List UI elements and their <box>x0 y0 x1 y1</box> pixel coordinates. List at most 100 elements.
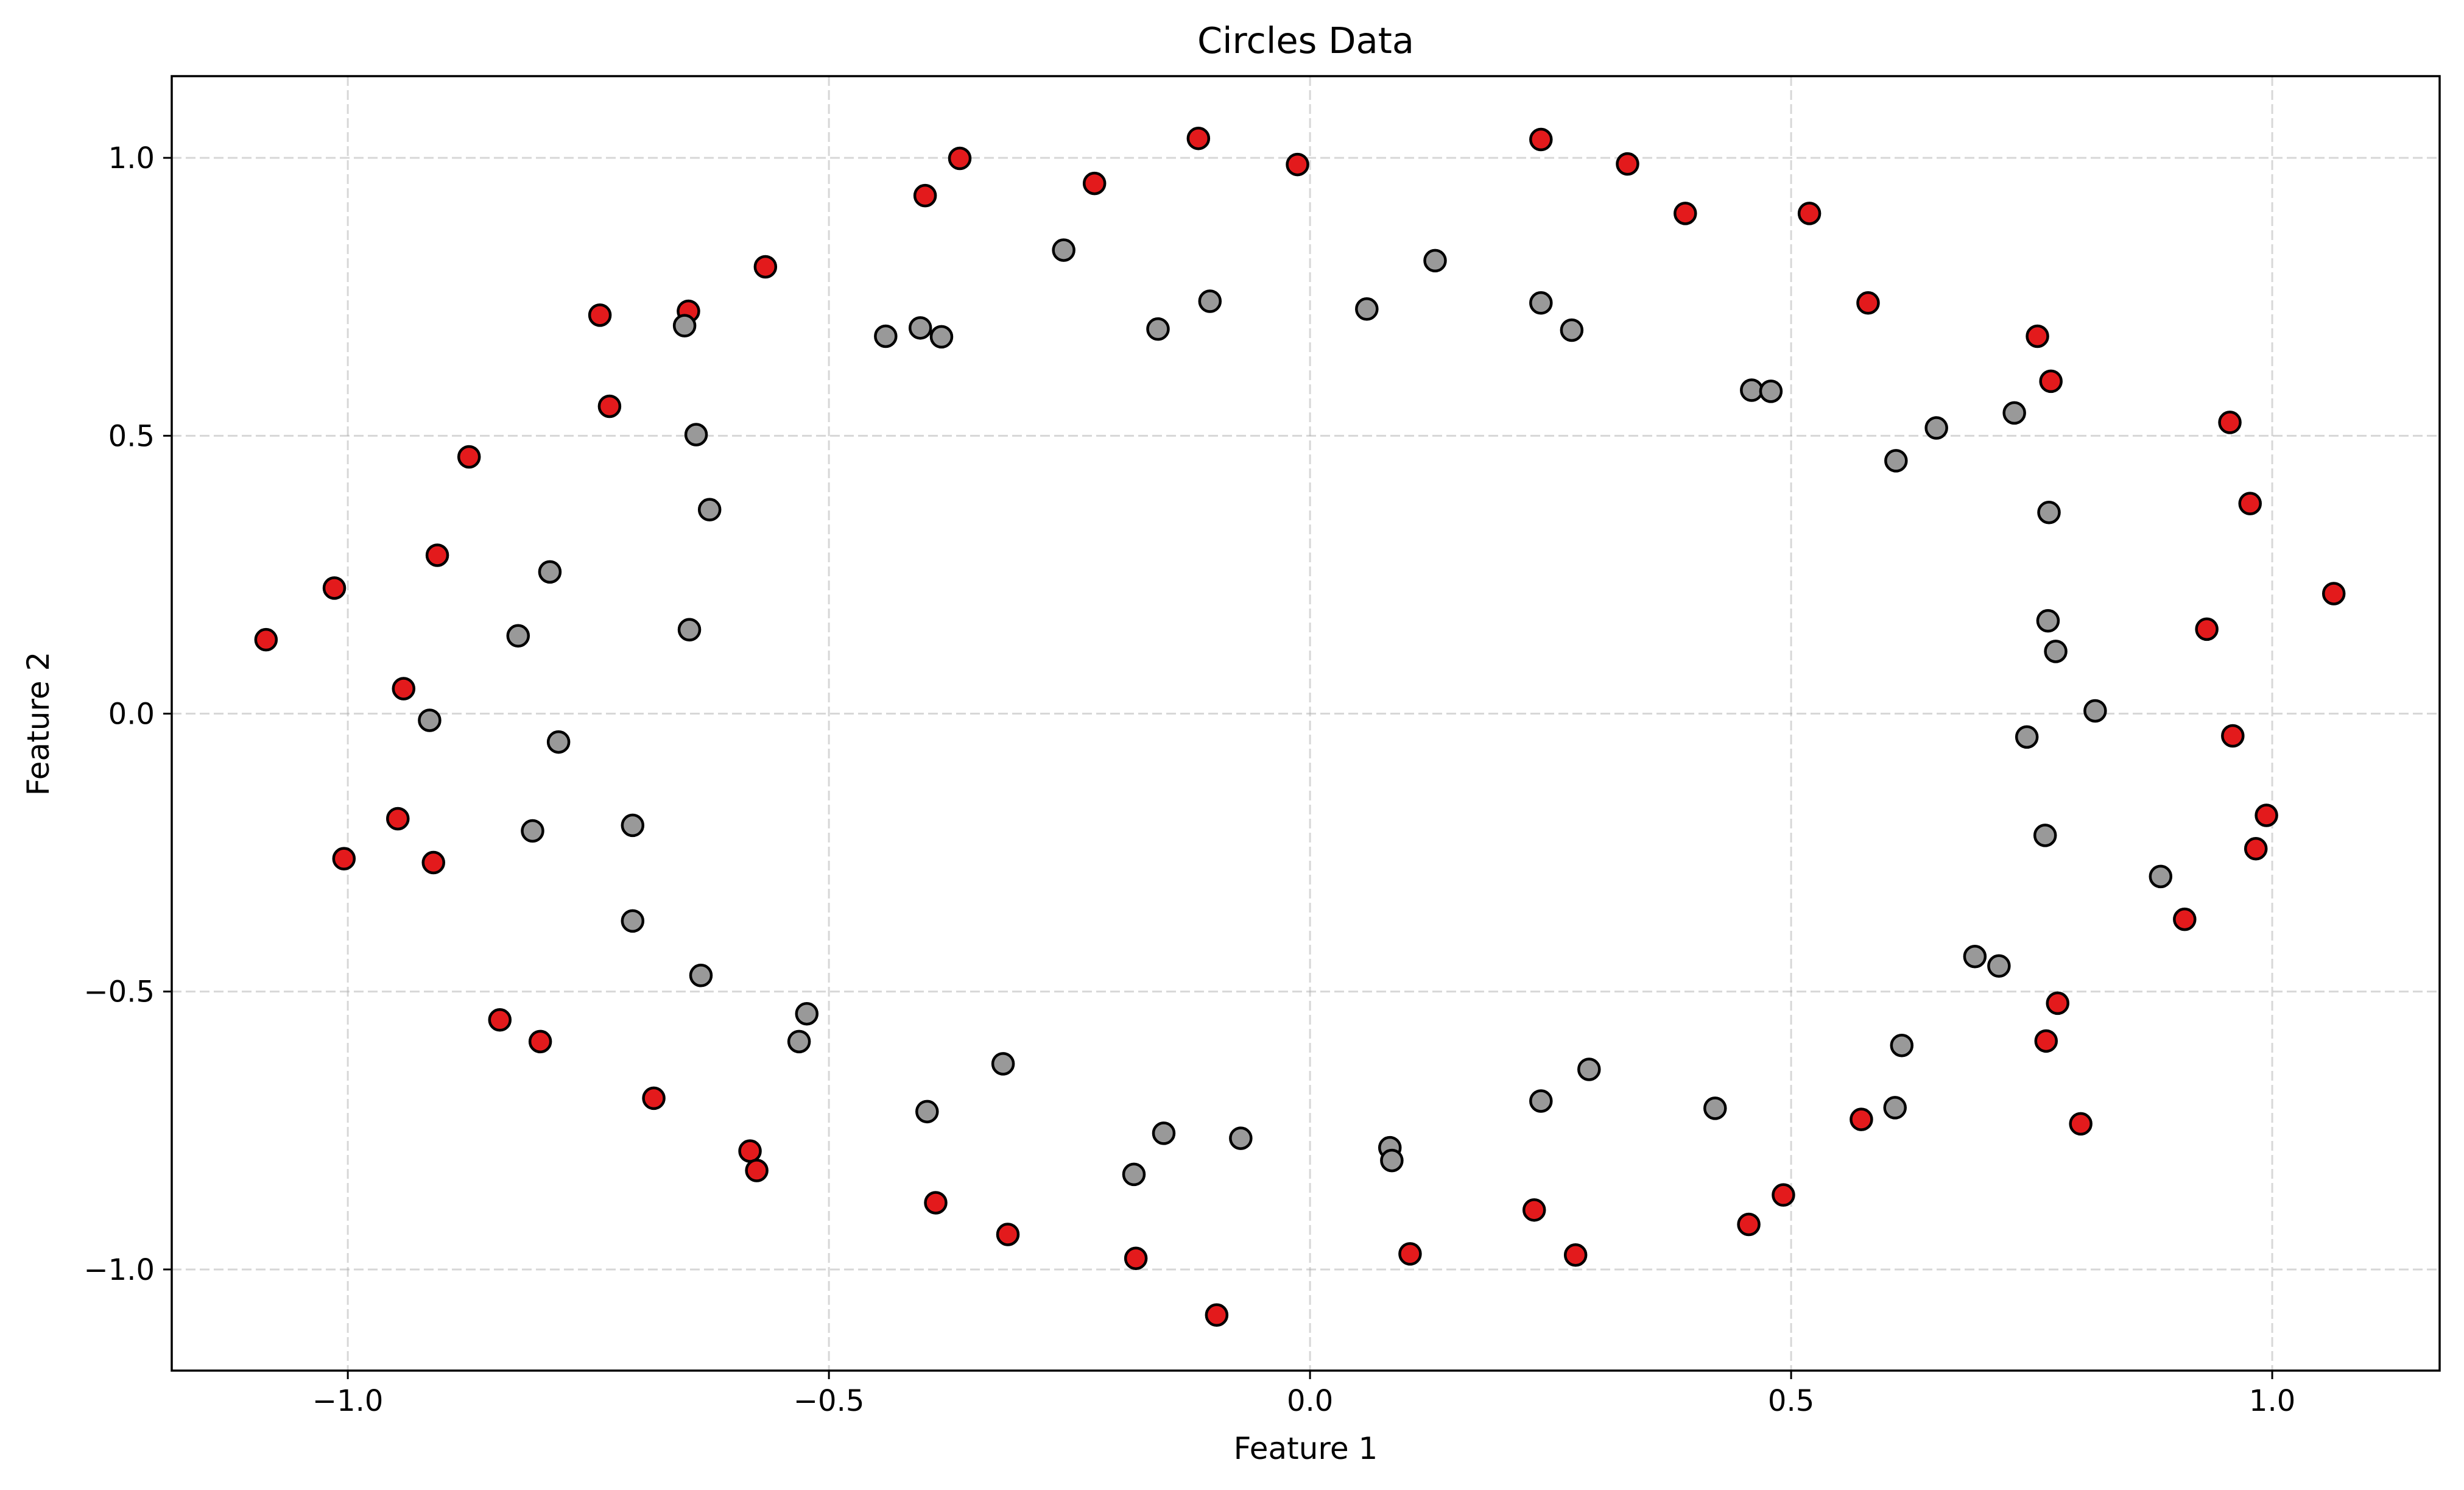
data-point-series-1 <box>1987 954 2011 978</box>
data-point-series-0 <box>642 1086 666 1110</box>
data-point-series-1 <box>908 316 932 340</box>
data-point-series-1 <box>874 324 898 348</box>
data-point-series-0 <box>2034 1029 2058 1053</box>
data-point-series-1 <box>2044 640 2068 663</box>
data-point-series-0 <box>1082 171 1107 196</box>
data-point-series-1 <box>2149 864 2173 889</box>
y-tick-label: −1.0 <box>83 1253 155 1287</box>
data-point-series-0 <box>1797 202 1822 225</box>
data-point-series-0 <box>996 1223 1020 1246</box>
data-point-series-0 <box>753 255 778 279</box>
data-point-series-1 <box>1560 318 1584 342</box>
x-tick-label: 0.0 <box>1287 1384 1333 1418</box>
data-point-series-1 <box>1146 317 1170 341</box>
data-point-series-1 <box>538 560 562 584</box>
data-point-series-0 <box>588 303 612 327</box>
data-point-series-0 <box>2255 803 2278 827</box>
data-point-series-0 <box>2173 907 2197 931</box>
data-point-series-1 <box>677 618 702 642</box>
y-axis-label: Feature 2 <box>21 652 56 796</box>
data-point-series-1 <box>1883 1096 1907 1120</box>
data-point-series-1 <box>546 730 571 754</box>
data-point-series-0 <box>1286 152 1309 177</box>
data-point-series-0 <box>2218 411 2242 434</box>
data-point-series-0 <box>597 394 622 418</box>
data-point-series-0 <box>2244 836 2268 861</box>
data-point-series-1 <box>1122 1162 1146 1187</box>
data-point-series-1 <box>1963 945 1987 969</box>
data-point-series-1 <box>1423 249 1447 273</box>
data-point-series-1 <box>2033 824 2057 847</box>
data-point-series-0 <box>1398 1242 1422 1266</box>
data-point-series-1 <box>2036 609 2060 633</box>
y-tick-label: 1.0 <box>108 141 155 175</box>
data-point-series-1 <box>1759 380 1783 403</box>
data-point-series-0 <box>2039 369 2063 394</box>
data-point-series-0 <box>1674 202 1697 225</box>
data-point-series-1 <box>795 1001 819 1026</box>
data-point-series-1 <box>418 708 442 732</box>
data-point-series-0 <box>457 445 481 469</box>
data-point-series-1 <box>1355 297 1379 321</box>
data-point-series-1 <box>621 909 645 933</box>
data-point-series-1 <box>2002 401 2026 425</box>
data-point-series-1 <box>684 423 708 447</box>
data-point-series-1 <box>1380 1148 1404 1173</box>
data-point-series-1 <box>787 1029 811 1054</box>
data-point-series-0 <box>386 807 410 831</box>
data-point-series-0 <box>2221 724 2245 748</box>
data-point-series-0 <box>1522 1198 1546 1222</box>
data-point-series-0 <box>738 1139 762 1163</box>
data-point-series-0 <box>1616 152 1639 176</box>
data-point-series-0 <box>528 1029 552 1054</box>
data-point-series-0 <box>745 1159 769 1182</box>
data-point-series-0 <box>488 1008 512 1032</box>
data-point-series-1 <box>2015 725 2039 749</box>
chart-title: Circles Data <box>1197 19 1414 62</box>
data-point-series-0 <box>2026 324 2049 348</box>
x-tick-label: 0.5 <box>1768 1384 1814 1418</box>
data-point-series-1 <box>2037 500 2061 524</box>
data-point-series-1 <box>1577 1057 1601 1081</box>
data-point-series-1 <box>2083 699 2107 723</box>
data-point-series-1 <box>1890 1033 1914 1057</box>
data-point-series-0 <box>1529 127 1553 152</box>
data-point-series-1 <box>1703 1096 1727 1120</box>
data-point-series-0 <box>254 627 278 652</box>
data-point-series-0 <box>1772 1183 1795 1207</box>
data-point-series-1 <box>1529 1089 1553 1113</box>
data-point-series-1 <box>991 1052 1015 1076</box>
gridlines <box>172 76 2440 1371</box>
data-points <box>254 126 2346 1327</box>
data-point-series-0 <box>924 1191 948 1215</box>
data-point-series-0 <box>425 543 449 567</box>
y-tick-label: 0.5 <box>108 419 155 453</box>
data-point-series-1 <box>689 964 713 987</box>
data-point-series-1 <box>1884 449 1908 473</box>
x-axis-ticks: −1.0 −0.5 0.0 0.5 1.0 <box>312 1371 2295 1418</box>
data-point-series-0 <box>2195 617 2219 641</box>
data-point-series-1 <box>1924 416 1948 440</box>
data-point-series-1 <box>1198 289 1222 313</box>
data-point-series-1 <box>929 325 954 349</box>
data-point-series-0 <box>2238 492 2262 515</box>
data-point-series-1 <box>621 813 645 838</box>
y-axis-ticks: −1.0 −0.5 0.0 0.5 1.0 <box>83 141 172 1287</box>
y-tick-label: 0.0 <box>108 697 155 732</box>
data-point-series-1 <box>672 314 697 337</box>
data-point-series-0 <box>421 850 446 875</box>
data-point-series-1 <box>1052 238 1075 262</box>
data-point-series-0 <box>392 677 416 701</box>
data-point-series-1 <box>1740 378 1764 402</box>
x-tick-label: 1.0 <box>2249 1384 2295 1418</box>
data-point-series-0 <box>948 146 972 171</box>
data-point-series-1 <box>1229 1126 1253 1150</box>
data-point-series-1 <box>915 1100 939 1124</box>
data-point-series-1 <box>697 498 722 521</box>
data-point-series-0 <box>2321 582 2346 606</box>
data-point-series-1 <box>521 819 544 843</box>
data-point-series-0 <box>1850 1107 1873 1131</box>
data-point-series-0 <box>1205 1303 1229 1327</box>
data-point-series-1 <box>506 624 530 648</box>
